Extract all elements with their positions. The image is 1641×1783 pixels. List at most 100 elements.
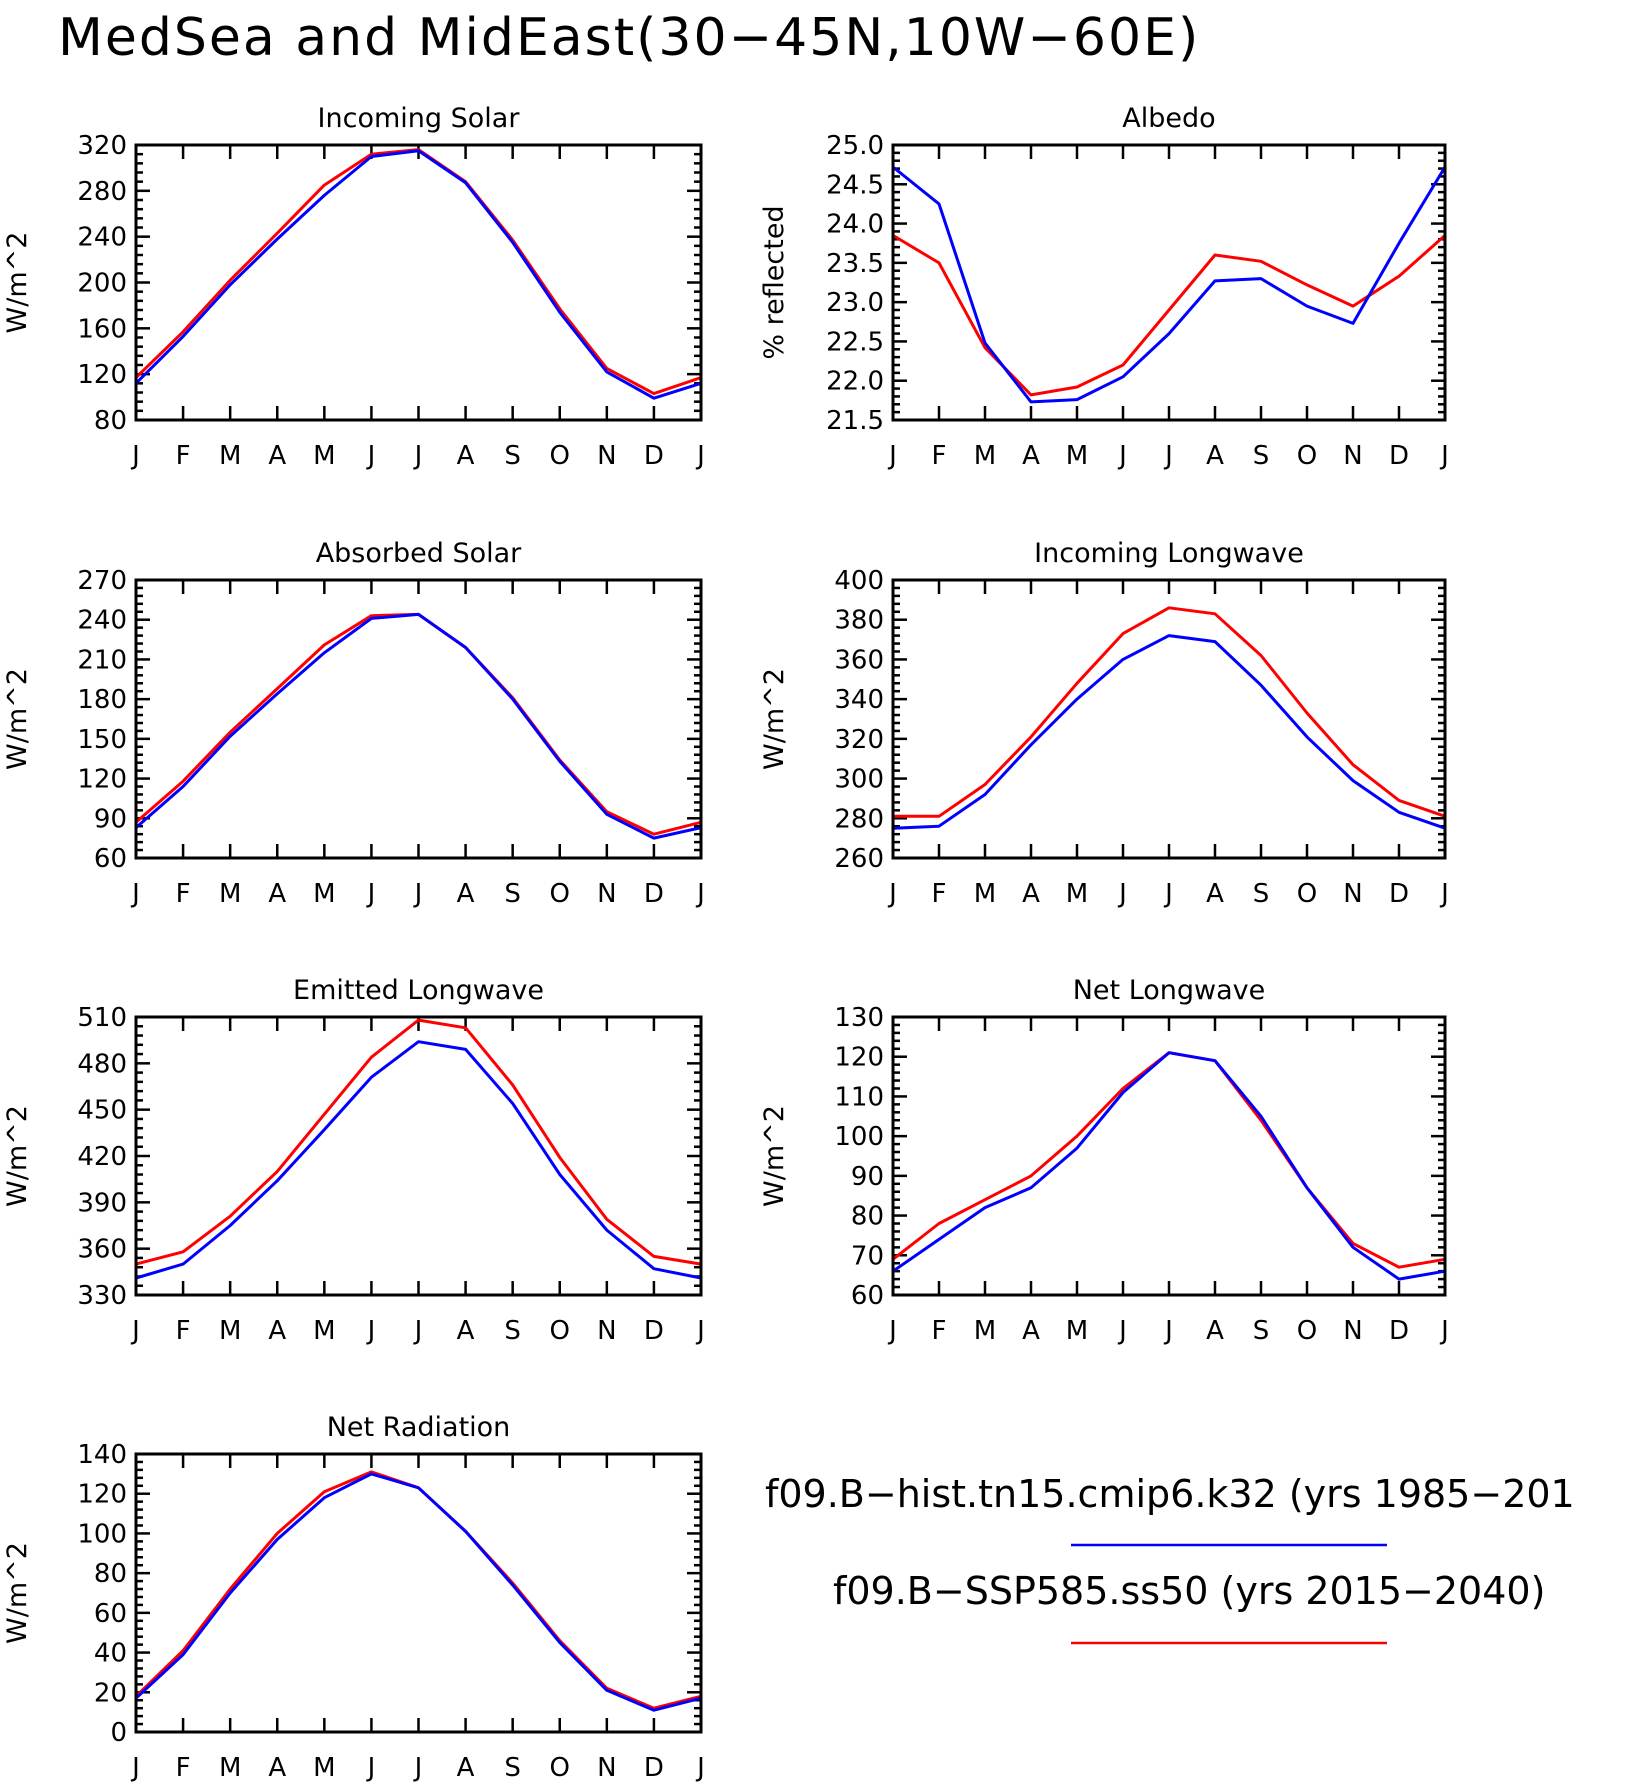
y-tick-label: 80 — [94, 1559, 127, 1589]
x-tick-label: J — [130, 441, 140, 471]
y-tick-label: 80 — [94, 406, 127, 436]
series-line-hist — [892, 634, 1446, 830]
x-tick-label: M — [974, 1316, 996, 1346]
panel-title: Albedo — [1122, 103, 1215, 134]
x-tick-label: A — [457, 1753, 475, 1783]
y-tick-label: 180 — [77, 685, 127, 715]
x-tick-label: J — [1439, 879, 1449, 909]
x-tick-label: J — [413, 1753, 423, 1783]
y-tick-label: 320 — [77, 131, 127, 161]
x-tick-label: J — [413, 1316, 423, 1346]
y-tick-label: 130 — [834, 1003, 884, 1033]
x-tick-label: J — [413, 441, 423, 471]
series-line-ssp — [893, 606, 1446, 818]
x-tick-label: N — [597, 1753, 616, 1783]
y-tick-label: 70 — [851, 1241, 884, 1271]
plot-frame — [891, 143, 1447, 422]
x-tick-label: J — [1163, 879, 1173, 909]
panel-title: Incoming Longwave — [1034, 538, 1304, 569]
legend: f09.B−hist.tn15.cmip6.k32 (yrs 1985−201 … — [765, 1472, 1575, 1645]
series-line-hist — [135, 612, 702, 840]
y-tick-label: 140 — [77, 1440, 127, 1470]
x-tick-label: J — [366, 879, 376, 909]
series-line-hist — [892, 1051, 1446, 1281]
y-tick-label: 260 — [834, 844, 884, 874]
x-tick-label: J — [1117, 441, 1127, 471]
x-tick-label: A — [1206, 879, 1224, 909]
legend-label-hist: f09.B−hist.tn15.cmip6.k32 (yrs 1985−201 — [765, 1472, 1575, 1516]
y-tick-label: 280 — [77, 177, 127, 207]
y-tick-label: 280 — [834, 804, 884, 834]
legend-label-ssp: f09.B−SSP585.ss50 (yrs 2015−2040) — [833, 1569, 1545, 1613]
x-tick-label: M — [219, 1316, 241, 1346]
y-tick-label: 480 — [77, 1049, 127, 1079]
y-tick-label: 23.5 — [826, 249, 884, 279]
y-axis-label: W/m^2 — [759, 668, 790, 770]
y-tick-label: 22.5 — [826, 327, 884, 357]
x-tick-label: A — [268, 441, 286, 471]
x-tick-label: D — [644, 1316, 664, 1346]
x-tick-label: O — [550, 879, 570, 909]
x-tick-label: F — [176, 1753, 191, 1783]
x-tick-label: J — [366, 1753, 376, 1783]
x-tick-label: F — [176, 1316, 191, 1346]
panel-absorbed-solar: Absorbed Solar W/m^2 60 90 120 150 180 210 240 27… — [2, 538, 705, 909]
y-axis-label: W/m^2 — [2, 1105, 33, 1207]
panel-incoming-longwave: Incoming Longwave W/m^2 260 280 300 320 340 360… — [759, 538, 1449, 909]
y-tick-label: 160 — [77, 314, 127, 344]
panel-title: Net Radiation — [327, 1412, 511, 1443]
x-tick-label: S — [504, 879, 521, 909]
x-tick-label: F — [176, 441, 191, 471]
y-tick-label: 100 — [77, 1519, 127, 1549]
x-tick-label: M — [1066, 441, 1088, 471]
series-line-ssp — [135, 612, 702, 836]
x-tick-label: N — [597, 441, 616, 471]
x-tick-label: N — [597, 879, 616, 909]
y-tick-label: 300 — [834, 765, 884, 795]
x-tick-label: M — [313, 879, 335, 909]
y-tick-label: 510 — [77, 1003, 127, 1033]
x-tick-label: J — [1163, 1316, 1173, 1346]
x-tick-label: J — [366, 1316, 376, 1346]
y-tick-label: 21.5 — [826, 406, 884, 436]
x-tick-label: S — [1253, 879, 1270, 909]
x-tick-label: J — [695, 1316, 705, 1346]
y-tick-label: 450 — [77, 1096, 127, 1126]
y-tick-label: 330 — [77, 1281, 127, 1311]
y-tick-label: 340 — [834, 685, 884, 715]
y-tick-label: 60 — [851, 1281, 884, 1311]
series-line-ssp — [892, 234, 1446, 397]
plot-frame — [134, 143, 703, 422]
y-tick-label: 24.0 — [826, 210, 884, 240]
y-tick-label: 90 — [851, 1162, 884, 1192]
y-tick-label: 360 — [834, 645, 884, 675]
y-tick-label: 20 — [94, 1678, 127, 1708]
y-axis-label: W/m^2 — [2, 1542, 33, 1644]
y-tick-label: 210 — [77, 645, 127, 675]
x-tick-label: S — [504, 1316, 521, 1346]
plot-frame — [134, 1452, 703, 1734]
x-tick-label: J — [130, 1316, 140, 1346]
x-tick-label: J — [695, 1753, 705, 1783]
y-tick-label: 270 — [77, 566, 127, 596]
x-tick-label: M — [219, 879, 241, 909]
x-tick-label: A — [268, 1316, 286, 1346]
x-tick-label: D — [1389, 879, 1409, 909]
x-tick-label: J — [366, 441, 376, 471]
x-tick-label: J — [695, 441, 705, 471]
x-tick-label: M — [974, 879, 996, 909]
y-tick-label: 200 — [77, 269, 127, 299]
x-tick-label: O — [1297, 879, 1317, 909]
y-tick-label: 23.0 — [826, 288, 884, 318]
x-tick-label: J — [130, 1753, 140, 1783]
x-tick-label: S — [1253, 1316, 1270, 1346]
x-tick-label: F — [932, 441, 947, 471]
y-tick-label: 240 — [77, 223, 127, 253]
x-tick-label: J — [887, 1316, 897, 1346]
series-line-ssp — [135, 1018, 702, 1266]
y-tick-label: 320 — [834, 725, 884, 755]
x-tick-label: M — [313, 1753, 335, 1783]
x-tick-label: A — [1022, 879, 1040, 909]
